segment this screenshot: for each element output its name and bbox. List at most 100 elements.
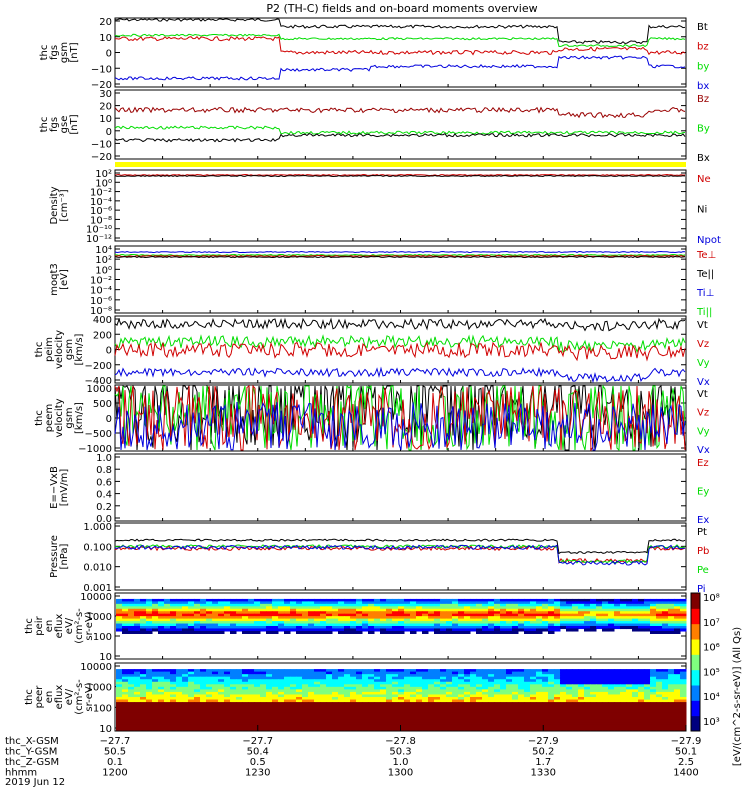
spectrogram-cell: [620, 691, 627, 696]
spectrogram-cell: [266, 628, 273, 632]
spectrogram-cell: [590, 626, 597, 630]
spectrogram-cell: [122, 674, 129, 678]
spectrogram-cell: [218, 606, 225, 610]
spectrogram-cell: [170, 689, 177, 693]
spectrogram-cell: [116, 616, 123, 620]
spectrogram-cell: [134, 608, 141, 612]
spectrogram-cell: [470, 606, 477, 610]
spectrogram-cell: [512, 616, 519, 620]
spectrogram-cell: [656, 686, 663, 690]
spectrogram-cell: [476, 727, 483, 731]
spectrogram-cell: [290, 727, 297, 731]
spectrogram-cell: [680, 717, 687, 721]
spectrogram-cell: [560, 727, 567, 731]
spectrogram-cell: [326, 709, 333, 713]
spectrogram-cell: [242, 618, 249, 622]
spectrogram-cell: [452, 669, 459, 673]
spectrogram-cell: [206, 684, 213, 688]
spectrogram-cell: [344, 699, 351, 703]
spectrogram-cell: [344, 704, 351, 708]
spectrogram-cell: [476, 702, 483, 706]
xaxis-row-name: hhmm: [5, 768, 37, 779]
spectrogram-cell: [662, 626, 669, 630]
spectrogram-cell: [662, 717, 669, 721]
spectrogram-cell: [530, 727, 537, 731]
spectrogram-cell: [476, 679, 483, 683]
spectrogram-cell: [338, 717, 345, 721]
spectrogram-cell: [368, 626, 375, 630]
series-bx: [114, 55, 686, 81]
spectrogram-cell: [644, 679, 651, 683]
page-title: P2 (TH-C) fields and on-board moments ov…: [266, 2, 537, 15]
spectrogram-cell: [656, 630, 663, 634]
spectrogram-cell: [680, 699, 687, 703]
spectrogram-cell: [452, 702, 459, 706]
spectrogram-cell: [638, 691, 645, 696]
spectrogram-cell: [446, 674, 453, 678]
spectrogram-cell: [464, 623, 471, 627]
spectrogram-cell: [152, 671, 159, 675]
spectrogram-cell: [584, 697, 591, 701]
spectrogram-cell: [170, 679, 177, 683]
spectrogram-cell: [614, 674, 621, 678]
spectrogram-cell: [176, 704, 183, 708]
spectrogram-cell: [662, 621, 669, 625]
spectrogram-cell: [140, 628, 147, 632]
spectrogram-cell: [464, 621, 471, 625]
spectrogram-cell: [530, 676, 537, 680]
spectrogram-cell: [308, 689, 315, 693]
spectrogram-cell: [356, 606, 363, 610]
spectrogram-cell: [236, 679, 243, 683]
y-axis-label: thc: [24, 689, 35, 705]
colorbar-segment: [691, 669, 700, 686]
spectrogram-cell: [476, 712, 483, 716]
spectrogram-cell: [344, 691, 351, 696]
spectrogram-cell: [650, 611, 657, 615]
spectrogram-cell: [650, 603, 657, 607]
spectrogram-cell: [320, 606, 327, 610]
spectrogram-cell: [248, 669, 255, 673]
spectrogram-cell: [236, 686, 243, 690]
spectrogram-cell: [542, 611, 549, 615]
spectrogram-cell: [476, 603, 483, 607]
spectrogram-cell: [410, 709, 417, 713]
spectrogram-cell: [116, 707, 123, 711]
spectrogram-cell: [134, 724, 141, 729]
spectrogram-cell: [260, 722, 267, 726]
spectrogram-cell: [620, 707, 627, 711]
spectrogram-cell: [290, 598, 297, 602]
spectrogram-cell: [170, 628, 177, 632]
spectrogram-cell: [524, 628, 531, 632]
spectrogram-cell: [260, 689, 267, 693]
spectrogram-cell: [152, 603, 159, 607]
spectrogram-cell: [338, 618, 345, 622]
spectrogram-cell: [374, 684, 381, 688]
spectrogram-cell: [566, 722, 573, 726]
spectrogram-cell: [602, 727, 609, 731]
spectrogram-cell: [482, 601, 489, 605]
spectrogram-cell: [500, 694, 507, 698]
y-axis-label: gsm: [64, 407, 75, 428]
spectrogram-cell: [410, 691, 417, 696]
spectrogram-cell: [590, 689, 597, 693]
spectrogram-cell: [230, 689, 237, 693]
spectrogram-cell: [452, 694, 459, 698]
spectrogram-cell: [224, 603, 231, 607]
spectrogram-cell: [134, 714, 141, 718]
spectrogram-cell: [578, 616, 585, 620]
spectrogram-cell: [308, 699, 315, 703]
spectrogram-cell: [152, 669, 159, 673]
spectrogram-cell: [212, 707, 219, 711]
spectrogram-cell: [116, 714, 123, 718]
spectrogram-cell: [548, 671, 555, 675]
spectrogram-cell: [536, 626, 543, 630]
spectrogram-cell: [452, 722, 459, 726]
spectrogram-cell: [218, 621, 225, 625]
spectrogram-cell: [584, 606, 591, 610]
spectrogram-cell: [428, 719, 435, 723]
spectrogram-cell: [602, 681, 609, 685]
spectrogram-cell: [254, 598, 261, 602]
spectrogram-cell: [152, 611, 159, 615]
spectrogram-cell: [266, 630, 273, 634]
spectrogram-cell: [404, 621, 411, 625]
